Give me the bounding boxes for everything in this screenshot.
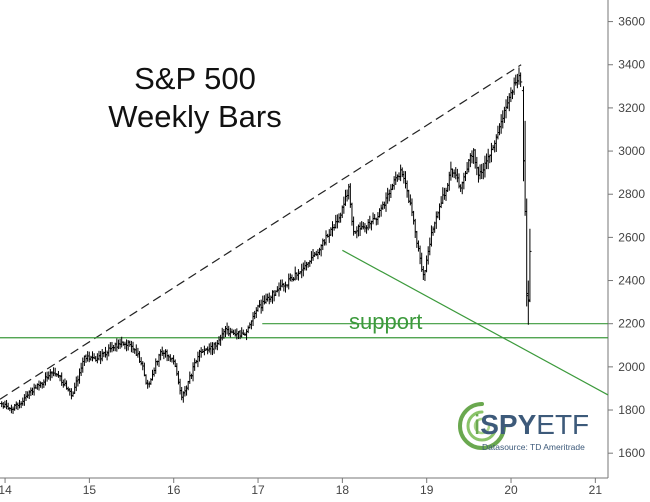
chart-title-line-2: Weekly Bars	[108, 99, 282, 134]
x-tick-label: 19	[420, 483, 434, 497]
y-tick-label: 3200	[618, 101, 645, 115]
y-tick-label: 2000	[618, 360, 645, 374]
y-tick-label: 2400	[618, 274, 645, 288]
y-tick-label: 2600	[618, 230, 645, 244]
y-tick-label: 1800	[618, 403, 645, 417]
x-tick-label: 17	[251, 483, 265, 497]
logo-middle: SPY	[480, 409, 537, 440]
logo-subtitle: Datasource: TD Ameritrade	[482, 442, 585, 452]
x-tick-label: 21	[589, 483, 603, 497]
logo-wordmark: iSPYETF	[474, 410, 589, 440]
y-tick-label: 2200	[618, 317, 645, 331]
resistance-trendline	[0, 64, 522, 400]
x-tick-label: 14	[0, 483, 12, 497]
x-tick-label: 16	[167, 483, 181, 497]
x-tick-label: 15	[83, 483, 97, 497]
logo-suffix: ETF	[536, 409, 590, 440]
x-tick-label: 18	[336, 483, 350, 497]
y-tick-label: 3600	[618, 15, 645, 29]
y-tick-label: 3400	[618, 58, 645, 72]
y-tick-label: 3000	[618, 144, 645, 158]
support-annotation: support	[349, 309, 423, 334]
logo: iSPYETF Datasource: TD Ameritrade	[452, 398, 592, 458]
logo-prefix: i	[474, 409, 481, 440]
channel-trendline	[342, 249, 609, 396]
logo-swirl-icon	[458, 402, 506, 450]
y-tick-label: 2800	[618, 187, 645, 201]
x-tick-label: 20	[504, 483, 518, 497]
chart-title-line-1: S&P 500	[134, 61, 256, 96]
y-tick-label: 1600	[618, 446, 645, 460]
